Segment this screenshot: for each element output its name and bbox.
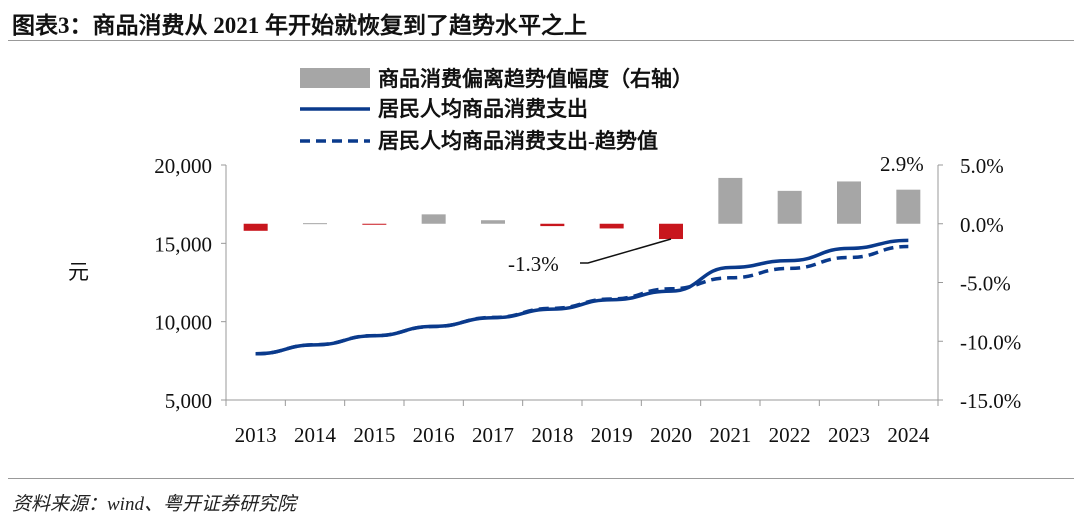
legend-label-bars: 商品消费偏离趋势值幅度（右轴） (378, 67, 693, 91)
x-tick-label: 2018 (531, 423, 573, 447)
bar-2013 (243, 223, 268, 231)
x-tick-label: 2022 (769, 423, 811, 447)
x-tick-label: 2019 (591, 423, 633, 447)
x-tick-label: 2013 (235, 423, 277, 447)
bar-2023 (837, 181, 861, 224)
bar-2018 (540, 223, 565, 227)
annotation-label-2024: 2.9% (880, 152, 924, 176)
x-tick-label: 2016 (413, 423, 455, 447)
y-left-tick-label: 20,000 (154, 154, 212, 178)
y-right-tick-label: -10.0% (960, 330, 1021, 354)
annotation-label-2020: -1.3% (508, 252, 559, 276)
y-right-tick-label: -5.0% (960, 272, 1011, 296)
x-tick-label: 2023 (828, 423, 870, 447)
x-tick-label: 2015 (353, 423, 395, 447)
bar-2015 (362, 223, 387, 225)
footer-divider (8, 478, 1074, 479)
y-left-tick-label: 5,000 (165, 389, 212, 413)
bar-2024 (896, 189, 921, 224)
x-tick-label: 2017 (472, 423, 514, 447)
bar-2019 (599, 223, 624, 229)
source-note: 资料来源：wind、粤开证券研究院 (12, 494, 296, 515)
bar-2017 (481, 220, 505, 224)
y-right-tick-label: -15.0% (960, 389, 1021, 413)
chart-title: 图表3：商品消费从 2021 年开始就恢复到了趋势水平之上 (12, 13, 587, 38)
chart: 2013 2014 2015 2016 2017 2018 2019 2020 2021 2022… (68, 67, 1021, 447)
title-divider (8, 40, 1074, 41)
y-right-tick-label: 0.0% (960, 213, 1004, 237)
y-right-tick-label: 5.0% (960, 154, 1004, 178)
x-tick-label: 2014 (294, 423, 337, 447)
x-tick-label: 2021 (709, 423, 751, 447)
x-tick-label: 2024 (887, 423, 930, 447)
annotation-leader (580, 238, 672, 264)
y-left-tick-label: 15,000 (154, 232, 212, 256)
bar-2016 (421, 214, 446, 224)
legend-label-dashed: 居民人均商品消费支出-趋势值 (378, 129, 658, 153)
legend-label-solid: 居民人均商品消费支出 (378, 97, 588, 121)
y-left-tick-label: 10,000 (154, 311, 212, 335)
bar-2014 (303, 223, 327, 225)
bar-2021 (718, 177, 743, 224)
bar-2020 (659, 223, 683, 240)
y-left-axis-label: 元 (68, 260, 89, 284)
x-tick-label: 2020 (650, 423, 692, 447)
trend-line (255, 244, 909, 356)
bar-2022 (777, 190, 802, 224)
legend-swatch-bars (300, 68, 370, 88)
